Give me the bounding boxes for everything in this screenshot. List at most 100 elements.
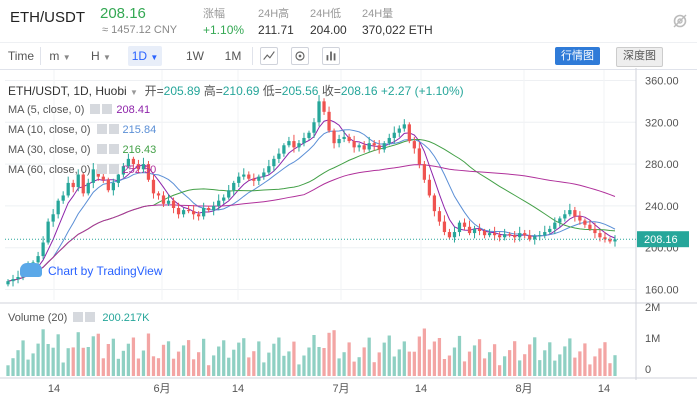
settings-icon[interactable] bbox=[96, 124, 107, 134]
ma5-legend[interactable]: MA (5, close, 0) 208.41 bbox=[8, 104, 150, 116]
close-icon[interactable] bbox=[108, 144, 119, 154]
price-tick-label: 240.00 bbox=[645, 201, 679, 213]
volume-bar bbox=[292, 341, 296, 376]
candle-body bbox=[232, 182, 236, 191]
volume-bar bbox=[563, 346, 567, 376]
ma60-legend[interactable]: MA (60, close, 0) 252.50 bbox=[8, 164, 156, 176]
volume-value: 370,022 ETH bbox=[362, 23, 433, 37]
volume-bar bbox=[161, 344, 166, 376]
close-icon[interactable] bbox=[85, 312, 96, 322]
volume-bar bbox=[533, 337, 537, 376]
volume-bar bbox=[573, 357, 577, 376]
week-button[interactable]: 1W bbox=[186, 49, 204, 63]
hours-dropdown[interactable]: H ▼ bbox=[90, 46, 112, 66]
candle-body bbox=[437, 211, 442, 222]
candle-body bbox=[598, 233, 602, 238]
volume-bar bbox=[131, 337, 136, 376]
time-tick-label: 7月 bbox=[332, 383, 349, 395]
minutes-dropdown[interactable]: m ▼ bbox=[48, 46, 72, 66]
volume-bar bbox=[242, 338, 246, 376]
volume-bar bbox=[518, 360, 522, 376]
settings-icon[interactable] bbox=[73, 312, 84, 322]
candle-body bbox=[432, 195, 437, 212]
tradingview-watermark[interactable]: Chart by TradingView bbox=[20, 263, 163, 278]
price-tick-label: 320.00 bbox=[645, 117, 679, 129]
candle-body bbox=[151, 179, 156, 194]
candle-body bbox=[477, 228, 482, 231]
ma10-value: 215.84 bbox=[122, 124, 157, 136]
settings-icon[interactable] bbox=[96, 144, 107, 154]
settings-icon[interactable] bbox=[291, 47, 309, 65]
candle-body bbox=[553, 222, 557, 229]
candle-body bbox=[573, 210, 577, 217]
kline-view-button[interactable]: 行情图 bbox=[555, 47, 600, 65]
ma5-value: 208.41 bbox=[116, 104, 151, 116]
volume-bar bbox=[181, 345, 186, 376]
volume-bar bbox=[232, 349, 236, 376]
price-chart[interactable]: 160.00200.00240.00280.00320.00360.002M1M… bbox=[0, 68, 697, 401]
high-label: 高= bbox=[203, 84, 223, 98]
candle-body bbox=[217, 200, 221, 206]
volume-bar bbox=[503, 356, 507, 376]
candle-body bbox=[91, 169, 95, 183]
volume-bar bbox=[543, 350, 547, 376]
volume-bar bbox=[272, 343, 276, 376]
candle-body bbox=[292, 141, 296, 148]
candle-body bbox=[126, 158, 131, 167]
volume-bar bbox=[362, 347, 366, 376]
close-icon[interactable] bbox=[108, 164, 119, 174]
candle-body bbox=[61, 195, 65, 201]
candle-body bbox=[583, 220, 587, 225]
volume-bar bbox=[106, 344, 110, 376]
close-icon[interactable] bbox=[108, 124, 119, 134]
candle-body bbox=[427, 179, 432, 196]
volume-bar bbox=[282, 355, 286, 376]
chevron-down-icon[interactable]: ▼ bbox=[130, 88, 138, 97]
chart-axes: 160.00200.00240.00280.00320.00360.002M1M… bbox=[0, 68, 697, 395]
volume-bar bbox=[342, 352, 346, 376]
chart-type-icon[interactable] bbox=[260, 47, 278, 65]
volume-label: 24H量 bbox=[362, 8, 394, 20]
volume-bar bbox=[553, 360, 557, 376]
time-tick-label: 14 bbox=[48, 383, 60, 395]
volume-bar bbox=[372, 362, 376, 376]
close-icon[interactable] bbox=[102, 104, 113, 114]
time-button[interactable]: Time bbox=[7, 49, 35, 63]
ma30-legend[interactable]: MA (30, close, 0) 216.43 bbox=[8, 144, 156, 156]
day-dropdown[interactable]: 1D ▼ bbox=[128, 46, 162, 66]
candle-body bbox=[447, 232, 452, 238]
gear-icon[interactable] bbox=[671, 12, 689, 30]
volume-bar bbox=[327, 332, 331, 376]
indicators-icon[interactable] bbox=[322, 47, 340, 65]
candle-body bbox=[412, 141, 416, 149]
high-value: 211.71 bbox=[258, 23, 294, 37]
candle-body bbox=[66, 182, 70, 196]
candle-body bbox=[156, 193, 161, 196]
volume-legend[interactable]: Volume (20) 200.217K bbox=[8, 312, 149, 324]
month-button[interactable]: 1M bbox=[224, 49, 242, 63]
candle-body bbox=[442, 221, 447, 233]
settings-icon[interactable] bbox=[90, 104, 101, 114]
volume-bar bbox=[613, 355, 617, 376]
volume-bar bbox=[402, 341, 406, 376]
depth-view-button[interactable]: 深度图 bbox=[616, 47, 663, 67]
candle-body bbox=[181, 210, 186, 215]
candle-body bbox=[116, 174, 120, 183]
ma10-legend[interactable]: MA (10, close, 0) 215.84 bbox=[8, 124, 156, 136]
volume-bar bbox=[191, 359, 196, 376]
tradingview-logo-icon bbox=[20, 263, 42, 277]
volume-bar bbox=[31, 353, 35, 376]
candle-body bbox=[528, 235, 532, 240]
candle-body bbox=[282, 145, 286, 154]
volume-bar bbox=[588, 364, 592, 376]
candle-body bbox=[277, 153, 281, 159]
candle-body bbox=[227, 190, 231, 198]
volume-bar bbox=[357, 357, 361, 376]
volume-tick-label: 1M bbox=[645, 333, 660, 345]
pair-name[interactable]: ETH/USDT bbox=[10, 9, 85, 26]
volume-bar bbox=[442, 359, 447, 376]
settings-icon[interactable] bbox=[96, 164, 107, 174]
volume-bar bbox=[302, 355, 306, 376]
volume-legend-label: Volume (20) bbox=[8, 312, 68, 324]
volume-bar bbox=[26, 359, 30, 376]
